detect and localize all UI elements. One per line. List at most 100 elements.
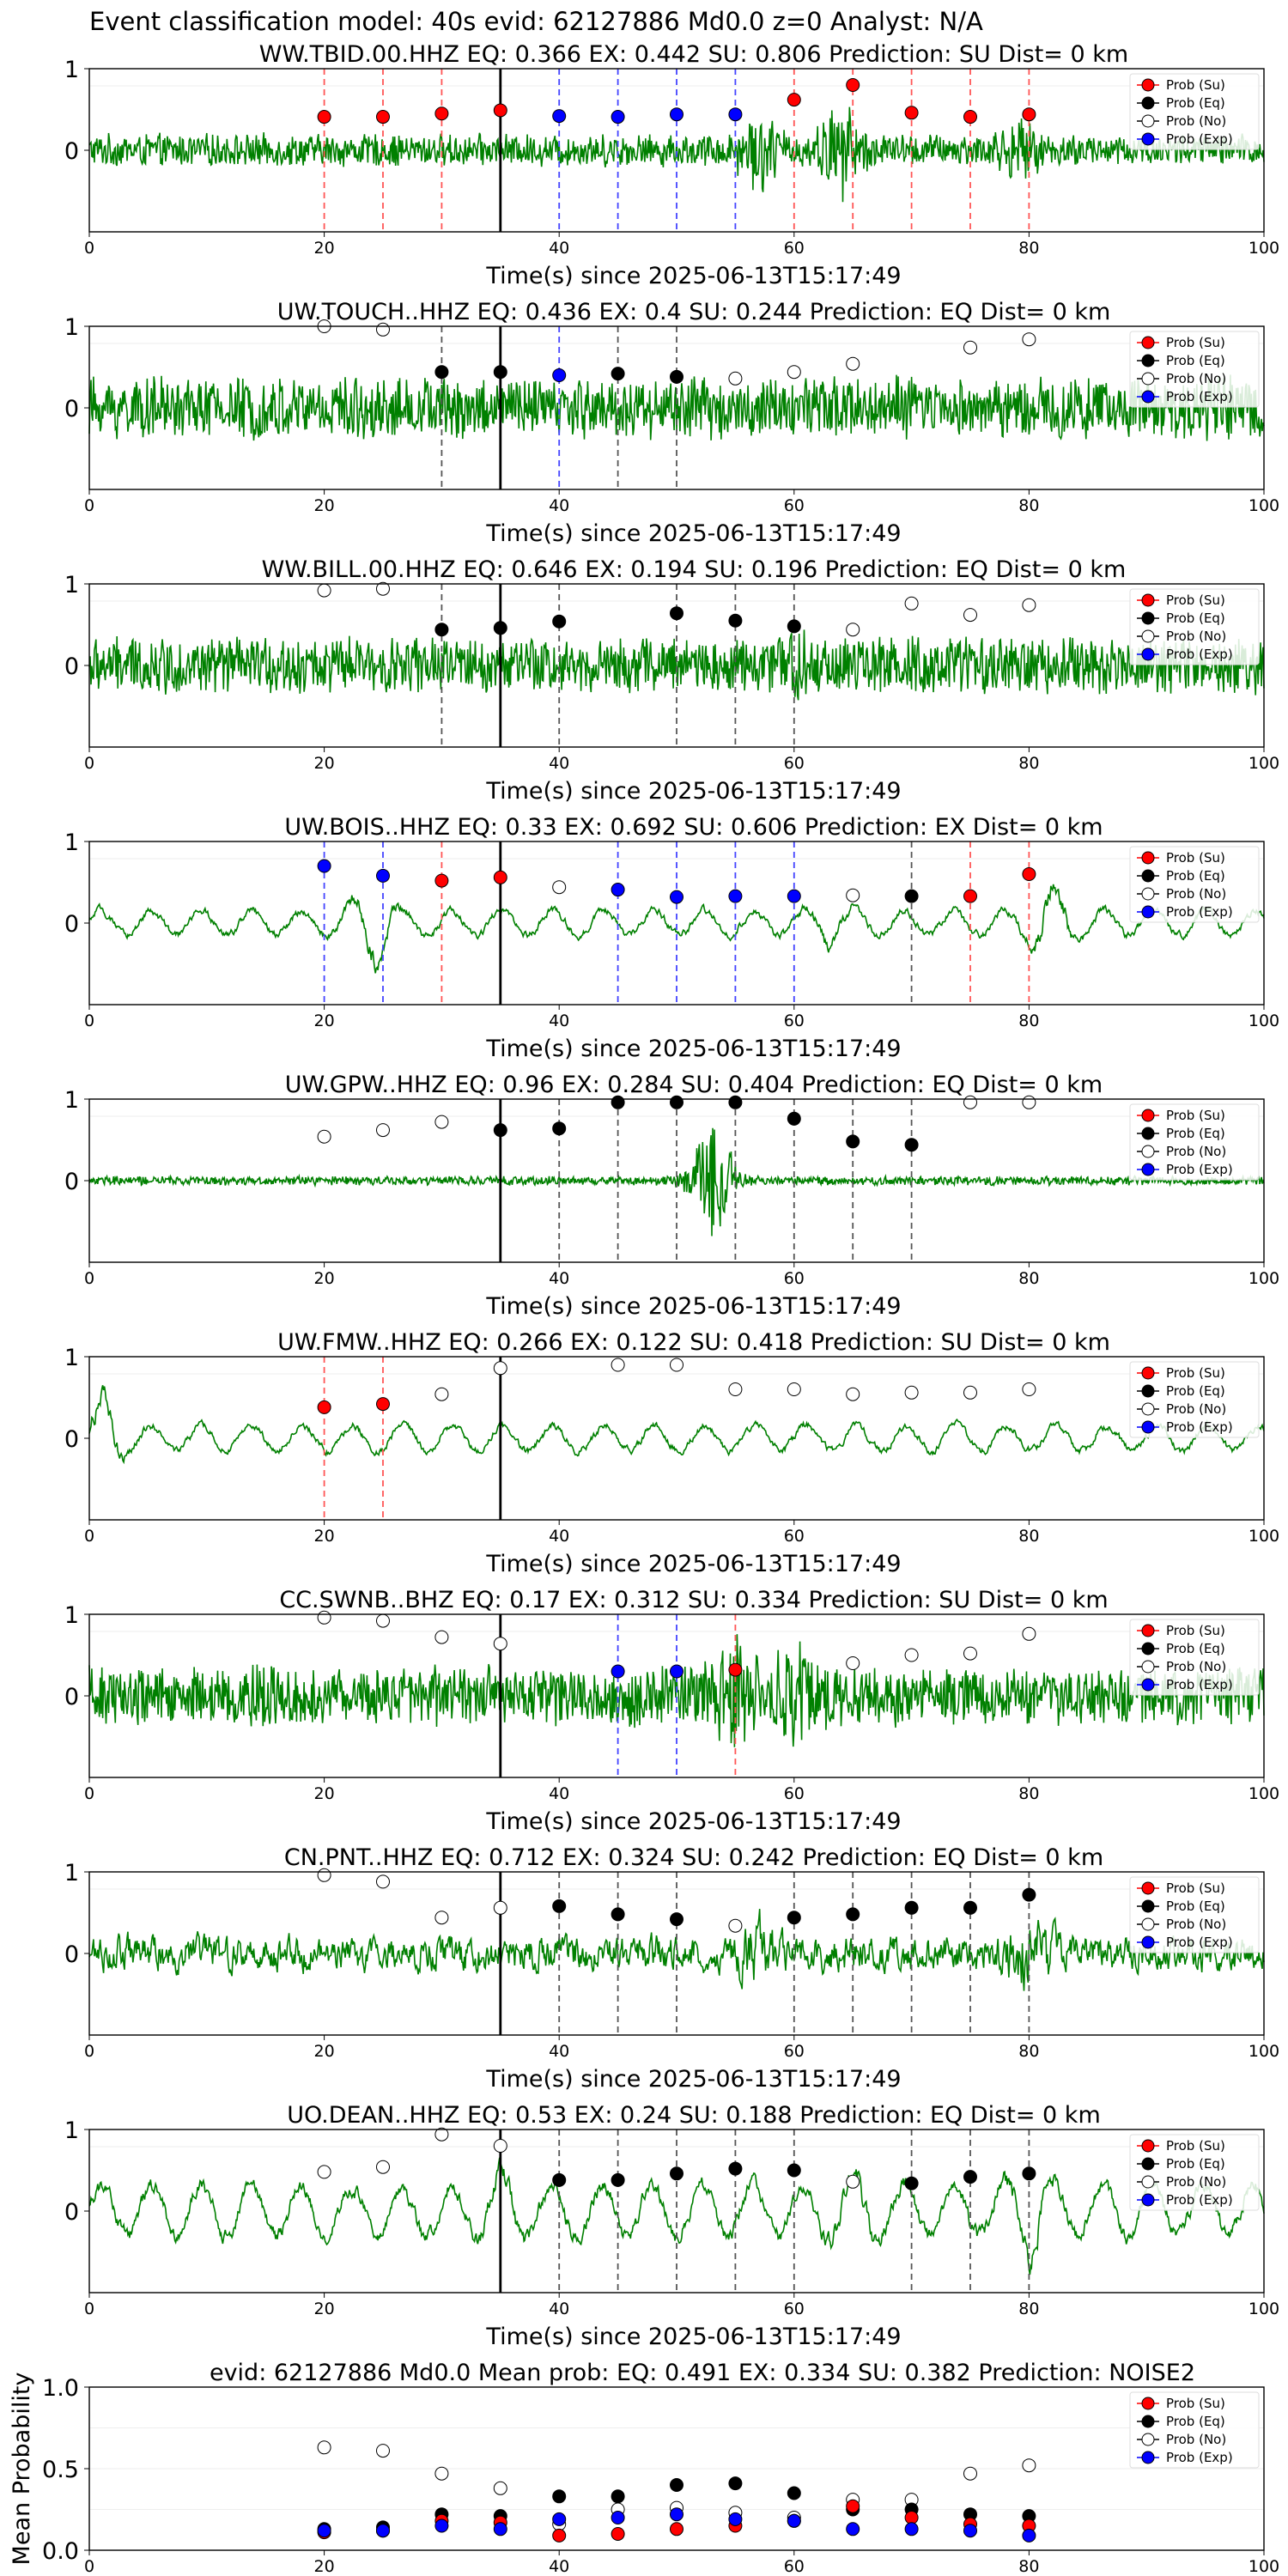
y-tick-label: 0	[64, 2199, 79, 2226]
prob-point	[434, 365, 449, 380]
prob-point	[787, 1382, 801, 1396]
prob-point	[434, 1911, 449, 1925]
x-tick-label: 100	[1249, 1012, 1279, 1030]
prob-point	[1022, 2166, 1036, 2181]
y-tick-label: 0.5	[42, 2457, 79, 2483]
mean-point	[670, 2507, 683, 2522]
x-tick-label: 80	[1018, 2557, 1039, 2576]
prob-point	[846, 1134, 860, 1149]
x-tick-label: 20	[314, 1527, 335, 1546]
x-tick-label: 100	[1249, 754, 1279, 773]
legend-label: Prob (No)	[1166, 1659, 1226, 1674]
prob-point	[670, 369, 683, 384]
mean-point	[963, 2524, 977, 2538]
mean-point	[904, 2511, 919, 2524]
mean-point	[317, 2524, 331, 2538]
x-tick-label: 60	[784, 2300, 805, 2318]
prob-point	[670, 1664, 683, 1679]
prob-point	[963, 110, 977, 125]
prob-point	[317, 583, 331, 598]
prob-point	[493, 870, 507, 884]
legend-marker	[1141, 869, 1155, 883]
legend-box	[1129, 1876, 1260, 1953]
x-tick-label: 60	[784, 1012, 805, 1030]
legend-marker	[1141, 1935, 1155, 1949]
legend-label: Prob (Exp)	[1166, 2192, 1233, 2208]
x-tick-label: 0	[84, 2300, 94, 2318]
prob-point	[434, 1115, 449, 1129]
prob-point	[787, 93, 801, 107]
prob-point	[493, 365, 507, 380]
x-tick-label: 0	[84, 1527, 94, 1546]
prob-point	[728, 1662, 743, 1677]
x-tick-label: 60	[784, 1784, 805, 1803]
prob-point	[376, 322, 390, 337]
y-tick-label: 0	[64, 1941, 79, 1968]
y-tick-label: 1	[64, 1860, 79, 1886]
legend-marker	[1141, 1109, 1155, 1122]
panel-title: UW.TOUCH..HHZ EQ: 0.436 EX: 0.4 SU: 0.24…	[277, 299, 1111, 325]
prob-point	[904, 1385, 919, 1400]
x-tick-label: 20	[314, 754, 335, 773]
x-tick-label: 20	[314, 1784, 335, 1803]
prob-point	[904, 1900, 919, 1915]
prob-point	[1022, 1382, 1036, 1396]
prob-point	[846, 888, 860, 902]
y-tick-label: 0	[64, 1426, 79, 1453]
prob-point	[904, 596, 919, 611]
prob-point	[728, 889, 743, 903]
x-axis-label: Time(s) since 2025-06-13T15:17:49	[485, 263, 901, 289]
panel-4: UW.BOIS..HHZ EQ: 0.33 EX: 0.692 SU: 0.60…	[64, 814, 1279, 1062]
mean-point	[846, 2522, 860, 2537]
prob-point	[963, 1900, 977, 1915]
legend-label: Prob (Su)	[1166, 850, 1225, 866]
prob-point	[552, 109, 567, 124]
legend-label: Prob (Eq)	[1166, 611, 1225, 626]
prob-point	[846, 1387, 860, 1401]
prob-point	[728, 1918, 743, 1933]
x-tick-label: 60	[784, 2042, 805, 2061]
legend-marker	[1141, 905, 1155, 919]
x-axis-label: Time(s) since 2025-06-13T15:17:49	[485, 2066, 901, 2093]
x-axis-label: Time(s) since 2025-06-13T15:17:49	[485, 778, 901, 805]
legend-marker	[1141, 1366, 1155, 1380]
legend-marker	[1141, 1127, 1155, 1140]
mean-point	[728, 2512, 743, 2526]
x-tick-label: 40	[549, 2557, 569, 2576]
legend-marker	[1141, 2175, 1155, 2189]
legend-label: Prob (Exp)	[1166, 131, 1233, 147]
prob-point	[317, 1868, 331, 1882]
figure-title: Event classification model: 40s evid: 62…	[89, 7, 983, 36]
x-tick-label: 40	[549, 1012, 569, 1030]
y-tick-label: 0	[64, 653, 79, 680]
prob-point	[728, 1095, 743, 1109]
x-tick-label: 80	[1018, 1012, 1039, 1030]
legend-marker	[1141, 1402, 1155, 1416]
mean-point	[728, 2476, 743, 2491]
panel-6: UW.FMW..HHZ EQ: 0.266 EX: 0.122 SU: 0.41…	[64, 1329, 1279, 1577]
x-tick-label: 20	[314, 1012, 335, 1030]
legend-marker	[1141, 629, 1155, 643]
legend-marker	[1141, 1917, 1155, 1931]
legend-marker	[1141, 78, 1155, 92]
legend-label: Prob (No)	[1166, 2174, 1226, 2190]
legend-label: Prob (Eq)	[1166, 868, 1225, 884]
y-tick-label: 1	[64, 1345, 79, 1371]
y-tick-label: 0	[64, 396, 79, 422]
prob-point	[376, 1874, 390, 1889]
mean-point	[434, 2466, 449, 2481]
prob-point	[670, 1095, 683, 1109]
y-tick-label: 0	[64, 1684, 79, 1710]
waveform-trace	[88, 884, 1265, 974]
legend-label: Prob (Su)	[1166, 1880, 1225, 1896]
prob-point	[611, 1664, 625, 1679]
waveform-trace	[88, 1385, 1265, 1465]
mean-point	[611, 2527, 625, 2541]
legend-label: Prob (No)	[1166, 1917, 1226, 1932]
panel-title: UW.FMW..HHZ EQ: 0.266 EX: 0.122 SU: 0.41…	[277, 1329, 1110, 1356]
prob-point	[376, 581, 390, 596]
prob-point	[963, 1385, 977, 1400]
prob-point	[493, 1361, 507, 1376]
prob-point	[611, 1358, 625, 1372]
prob-point	[670, 1912, 683, 1927]
